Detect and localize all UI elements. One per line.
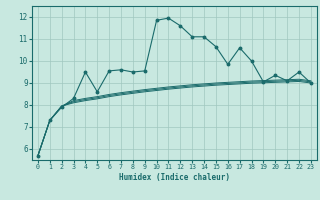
X-axis label: Humidex (Indice chaleur): Humidex (Indice chaleur): [119, 173, 230, 182]
